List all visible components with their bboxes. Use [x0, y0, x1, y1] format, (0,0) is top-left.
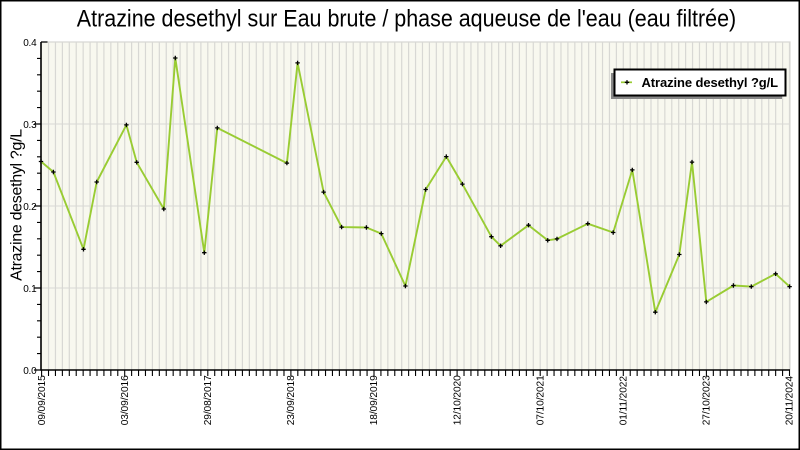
svg-text:0.3: 0.3	[23, 120, 37, 131]
svg-text:12/10/2020: 12/10/2020	[452, 375, 463, 425]
svg-text:Atrazine desethyl ?g/L: Atrazine desethyl ?g/L	[9, 129, 26, 281]
svg-text:18/09/2019: 18/09/2019	[369, 375, 380, 425]
svg-text:0.0: 0.0	[23, 366, 37, 377]
svg-text:0.4: 0.4	[23, 38, 37, 49]
svg-text:07/10/2021: 07/10/2021	[535, 375, 546, 425]
svg-text:03/09/2016: 03/09/2016	[120, 375, 131, 425]
svg-text:27/10/2023: 27/10/2023	[702, 375, 713, 425]
svg-text:29/08/2017: 29/08/2017	[203, 375, 214, 425]
svg-text:Atrazine desethyl sur Eau brut: Atrazine desethyl sur Eau brute / phase …	[77, 4, 736, 31]
svg-text:0.2: 0.2	[23, 202, 37, 213]
svg-text:23/09/2018: 23/09/2018	[286, 375, 297, 425]
svg-text:0.1: 0.1	[23, 284, 37, 295]
svg-text:09/09/2015: 09/09/2015	[37, 375, 48, 425]
svg-text:20/11/2024: 20/11/2024	[785, 376, 796, 426]
svg-text:01/11/2022: 01/11/2022	[619, 376, 630, 426]
svg-text:Atrazine desethyl ?g/L: Atrazine desethyl ?g/L	[642, 75, 779, 90]
